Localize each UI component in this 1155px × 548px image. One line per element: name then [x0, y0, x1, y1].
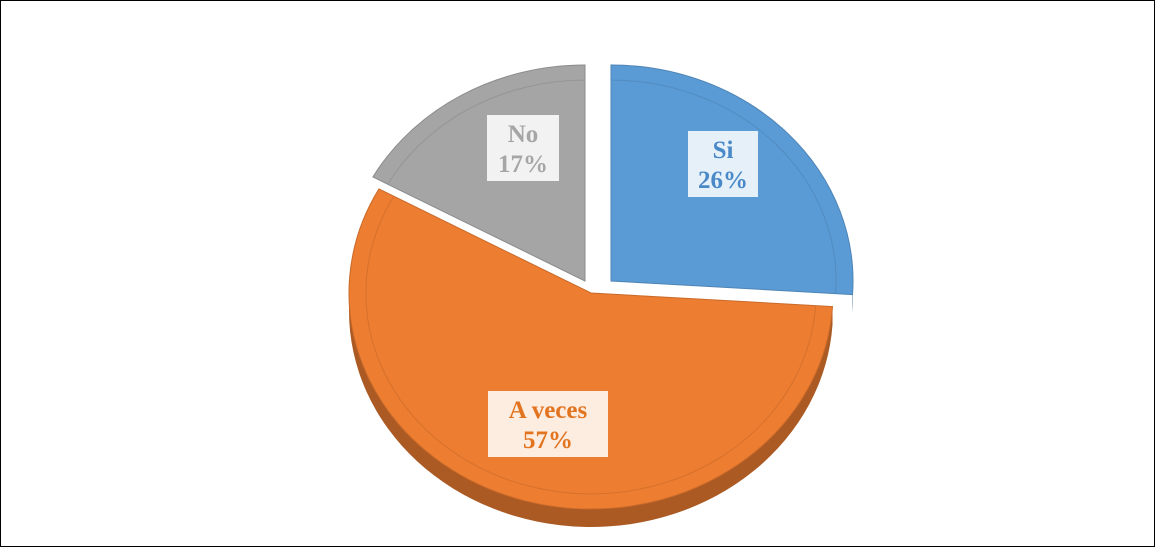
data-label-category: Si	[713, 137, 734, 164]
data-label-percent: 17%	[498, 151, 548, 178]
data-label-percent: 57%	[523, 427, 573, 454]
data-label-a-veces: A veces 57%	[488, 391, 608, 457]
data-label-category: No	[508, 121, 539, 148]
data-label-si: Si 26%	[688, 131, 758, 197]
data-label-no: No 17%	[487, 115, 559, 181]
data-label-category: A veces	[509, 397, 588, 424]
data-label-percent: 26%	[698, 167, 748, 194]
